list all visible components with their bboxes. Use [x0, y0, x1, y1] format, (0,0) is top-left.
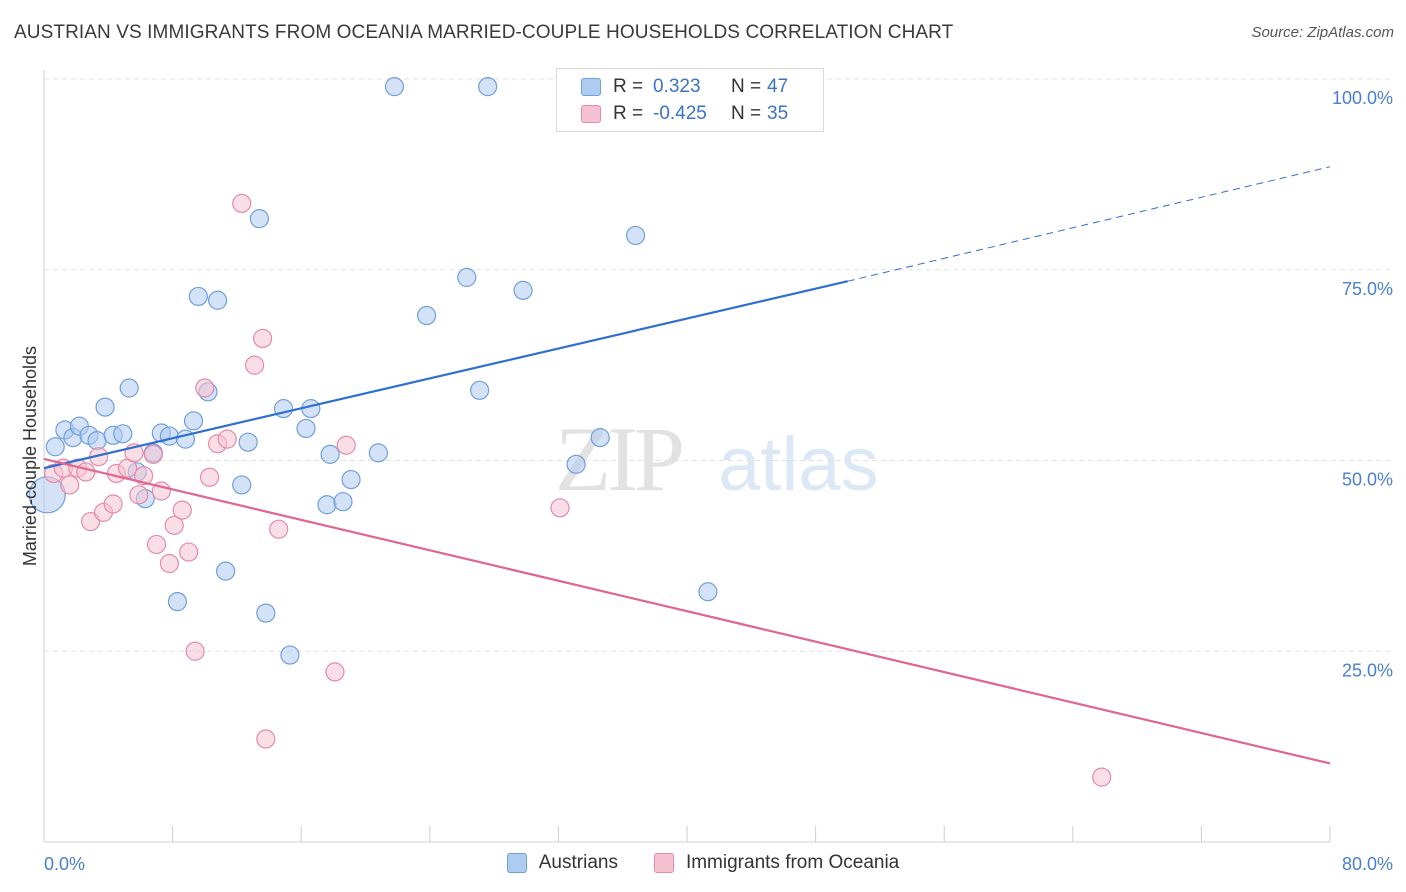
austrians-n-value: 47 — [767, 76, 789, 97]
oceania-point-14 — [143, 444, 163, 464]
austrians-point-10 — [119, 378, 139, 398]
austrians-point-21 — [208, 290, 228, 310]
austrians-point-43 — [590, 428, 610, 448]
austrians-point-36 — [384, 77, 405, 97]
legend-item-austrians[interactable]: Austrians — [506, 852, 618, 874]
oceania-point-32 — [336, 435, 356, 455]
correlation-legend: R = 0.323 N = 47 R = -0.425 N = 35 — [556, 68, 824, 132]
austrians-point-45 — [625, 225, 646, 246]
austrians-legend-label: Austrians — [538, 852, 618, 873]
r-label: R = — [613, 103, 644, 124]
oceania-swatch-icon — [581, 105, 601, 123]
watermark: ZIP atlas — [555, 408, 879, 510]
n-label: N = — [731, 103, 762, 124]
austrians-point-38 — [457, 267, 477, 287]
y-tick-label-100: 100.0% — [1332, 88, 1393, 108]
austrians-point-39 — [470, 380, 490, 400]
austrians-point-18 — [183, 411, 204, 431]
austrians-point-26 — [256, 603, 276, 623]
oceania-point-15 — [146, 534, 167, 555]
austrians-trend-line — [43, 280, 848, 470]
oceania-point-12 — [129, 485, 149, 505]
austrians-point-42 — [566, 454, 586, 474]
austrians-point-35 — [368, 443, 388, 463]
oceania-point-13 — [134, 466, 154, 486]
oceania-point-28 — [253, 328, 273, 349]
trend-lines — [43, 166, 1331, 765]
austrians-point-29 — [296, 418, 316, 439]
austrians-point-1 — [45, 437, 65, 457]
oceania-point-25 — [217, 429, 237, 449]
n-label: N = — [731, 76, 762, 97]
y-axis-label: Married-couple Households — [20, 346, 40, 566]
oceania-point-4 — [76, 462, 96, 482]
austrians-point-46 — [698, 582, 718, 602]
austrians-point-23 — [232, 475, 252, 495]
oceania-point-30 — [269, 519, 289, 539]
oceania-point-26 — [232, 193, 252, 213]
x-tick-label-0: 0.0% — [44, 854, 85, 874]
series-legend: Austrians Immigrants from Oceania — [0, 852, 1406, 874]
austrians-point-31 — [317, 495, 337, 515]
oceania-legend-swatch-icon — [653, 853, 674, 873]
austrians-point-32 — [320, 444, 340, 464]
austrians-legend-swatch-icon — [506, 853, 527, 873]
y-tick-label-75: 75.0% — [1342, 279, 1393, 299]
austrians-point-6 — [87, 431, 107, 451]
y-tick-label-25: 25.0% — [1342, 660, 1393, 680]
austrians-point-22 — [216, 561, 236, 581]
oceania-point-22 — [195, 378, 215, 398]
legend-item-oceania[interactable]: Immigrants from Oceania — [653, 852, 900, 874]
austrians-point-41 — [513, 280, 533, 300]
austrians-trend-extension — [847, 166, 1331, 282]
y-tick-label-50: 50.0% — [1342, 470, 1393, 490]
austrians-point-34 — [341, 469, 361, 490]
austrians-point-37 — [416, 305, 437, 326]
r-label: R = — [613, 76, 644, 97]
legend-row-austrians: R = 0.323 N = 47 — [581, 74, 788, 100]
austrians-point-15 — [159, 426, 179, 446]
oceania-point-27 — [244, 355, 265, 375]
tick-labels: 25.0% 50.0% 75.0% 100.0% 0.0% 80.0% — [44, 88, 1393, 874]
oceania-point-18 — [164, 515, 184, 535]
austrians-point-7 — [95, 397, 115, 417]
oceania-point-31 — [325, 662, 345, 682]
oceania-point-19 — [172, 500, 192, 520]
austrians-point-19 — [188, 286, 208, 307]
oceania-point-2 — [60, 475, 80, 495]
austrians-point-9 — [113, 424, 133, 444]
austrians-point-33 — [333, 492, 353, 512]
austrians-point-24 — [238, 432, 258, 452]
chart-title: AUSTRIAN VS IMMIGRANTS FROM OCEANIA MARR… — [14, 22, 954, 43]
austrians-point-25 — [249, 209, 270, 229]
oceania-point-34 — [1092, 767, 1112, 787]
oceania-legend-label: Immigrants from Oceania — [685, 852, 900, 873]
oceania-point-23 — [199, 467, 220, 487]
oceania-point-8 — [103, 494, 123, 514]
oceania-r-value: -0.425 — [653, 103, 707, 124]
legend-row-oceania: R = -0.425 N = 35 — [581, 101, 788, 127]
watermark-atlas: atlas — [718, 422, 879, 507]
austrians-r-value: 0.323 — [653, 76, 701, 97]
x-tick-label-80: 80.0% — [1342, 854, 1393, 874]
axes — [43, 70, 1331, 843]
oceania-point-20 — [179, 542, 199, 562]
austrians-point-28 — [280, 645, 300, 665]
austrians-swatch-icon — [581, 78, 601, 96]
oceania-point-21 — [185, 641, 205, 661]
oceania-trend-line — [43, 457, 1331, 765]
data-points — [28, 77, 1112, 787]
source-label: Source: ZipAtlas.com — [1251, 24, 1394, 41]
austrians-point-40 — [478, 77, 498, 97]
oceania-n-value: 35 — [767, 103, 789, 124]
oceania-point-33 — [550, 498, 570, 518]
oceania-point-17 — [159, 553, 179, 574]
austrians-point-16 — [167, 592, 188, 612]
oceania-point-29 — [256, 729, 276, 749]
